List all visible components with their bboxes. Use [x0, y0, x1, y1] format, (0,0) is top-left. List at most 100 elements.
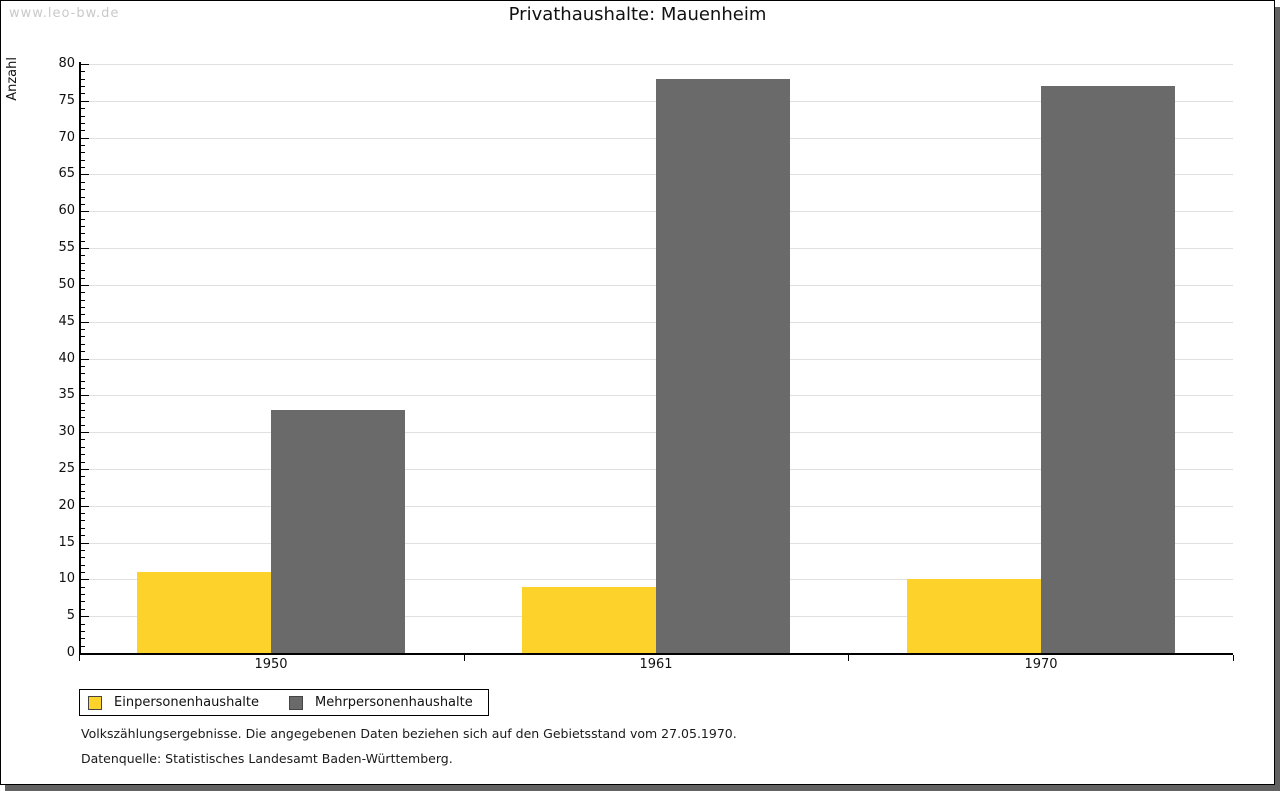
y-minor-tick [81, 572, 85, 573]
y-minor-tick [81, 425, 85, 426]
y-tick-label: 25 [58, 461, 75, 476]
legend-swatch-mehrpersonenhaushalte [289, 695, 303, 710]
y-minor-tick [81, 336, 85, 337]
y-minor-tick [81, 233, 85, 234]
y-major-tick [81, 395, 89, 396]
y-major-tick [81, 285, 89, 286]
y-tick-label: 70 [58, 130, 75, 145]
y-minor-tick [81, 587, 85, 588]
y-minor-tick [81, 300, 85, 301]
y-minor-tick [81, 226, 85, 227]
footnote-source: Datenquelle: Statistisches Landesamt Bad… [81, 751, 453, 766]
y-minor-tick [81, 270, 85, 271]
legend-label: Mehrpersonenhaushalte [315, 695, 473, 710]
y-minor-tick [81, 344, 85, 345]
y-minor-tick [81, 278, 85, 279]
y-major-tick [81, 469, 89, 470]
y-minor-tick [81, 557, 85, 558]
footnote-survey: Volkszählungsergebnisse. Die angegebenen… [81, 726, 737, 741]
y-minor-tick [81, 145, 85, 146]
y-minor-tick [81, 498, 85, 499]
x-boundary-tick [464, 655, 465, 661]
y-tick-label: 40 [58, 351, 75, 366]
y-major-tick [81, 359, 89, 360]
bar-einpersonenhaushalte-1961 [522, 587, 656, 653]
y-minor-tick [81, 292, 85, 293]
y-minor-tick [81, 638, 85, 639]
y-minor-tick [81, 410, 85, 411]
y-major-tick [81, 579, 89, 580]
y-major-tick [81, 138, 89, 139]
y-major-tick [81, 101, 89, 102]
y-tick-label: 20 [58, 498, 75, 513]
y-minor-tick [81, 594, 85, 595]
y-tick-label: 10 [58, 571, 75, 586]
y-minor-tick [81, 167, 85, 168]
y-minor-tick [81, 182, 85, 183]
chart-title: Privathaushalte: Mauenheim [508, 4, 767, 25]
bar-mehrpersonenhaushalte-1970 [1041, 86, 1175, 653]
y-minor-tick [81, 130, 85, 131]
y-major-tick [81, 322, 89, 323]
y-tick-label: 50 [58, 277, 75, 292]
bar-einpersonenhaushalte-1950 [137, 572, 271, 653]
y-tick-label: 75 [58, 93, 75, 108]
y-minor-tick [81, 160, 85, 161]
y-axis-label: Anzahl [5, 57, 20, 101]
y-minor-tick [81, 329, 85, 330]
y-minor-tick [81, 108, 85, 109]
y-minor-tick [81, 454, 85, 455]
y-major-tick [81, 248, 89, 249]
legend-swatch-einpersonenhaushalte [88, 695, 102, 710]
y-minor-tick [81, 79, 85, 80]
y-major-tick [81, 543, 89, 544]
y-minor-tick [81, 447, 85, 448]
y-minor-tick [81, 71, 85, 72]
y-minor-tick [81, 476, 85, 477]
y-minor-tick [81, 314, 85, 315]
y-minor-tick [81, 462, 85, 463]
y-minor-tick [81, 550, 85, 551]
y-minor-tick [81, 513, 85, 514]
y-minor-tick [81, 601, 85, 602]
y-tick-label: 30 [58, 424, 75, 439]
y-major-tick [81, 653, 89, 654]
y-minor-tick [81, 373, 85, 374]
legend-item: Mehrpersonenhaushalte [289, 695, 473, 710]
x-boundary-tick [79, 655, 80, 661]
y-minor-tick [81, 388, 85, 389]
y-tick-label: 0 [66, 645, 75, 660]
y-minor-tick [81, 197, 85, 198]
y-minor-tick [81, 255, 85, 256]
x-axis-line [79, 653, 1233, 655]
y-minor-tick [81, 152, 85, 153]
y-minor-tick [81, 520, 85, 521]
y-minor-tick [81, 351, 85, 352]
x-boundary-tick [848, 655, 849, 661]
y-minor-tick [81, 219, 85, 220]
y-minor-tick [81, 86, 85, 87]
bar-mehrpersonenhaushalte-1961 [656, 79, 790, 653]
y-minor-tick [81, 204, 85, 205]
y-major-tick [81, 64, 89, 65]
y-minor-tick [81, 366, 85, 367]
y-minor-tick [81, 189, 85, 190]
y-minor-tick [81, 417, 85, 418]
bar-mehrpersonenhaushalte-1950 [271, 410, 405, 653]
y-minor-tick [81, 116, 85, 117]
watermark-text: www.leo-bw.de [9, 6, 120, 21]
y-tick-label: 45 [58, 314, 75, 329]
y-minor-tick [81, 93, 85, 94]
y-major-tick [81, 616, 89, 617]
y-tick-label: 60 [58, 203, 75, 218]
y-minor-tick [81, 646, 85, 647]
y-minor-tick [81, 439, 85, 440]
y-minor-tick [81, 535, 85, 536]
y-minor-tick [81, 263, 85, 264]
y-minor-tick [81, 491, 85, 492]
y-minor-tick [81, 624, 85, 625]
y-tick-label: 5 [66, 608, 75, 623]
y-major-tick [81, 211, 89, 212]
y-minor-tick [81, 307, 85, 308]
